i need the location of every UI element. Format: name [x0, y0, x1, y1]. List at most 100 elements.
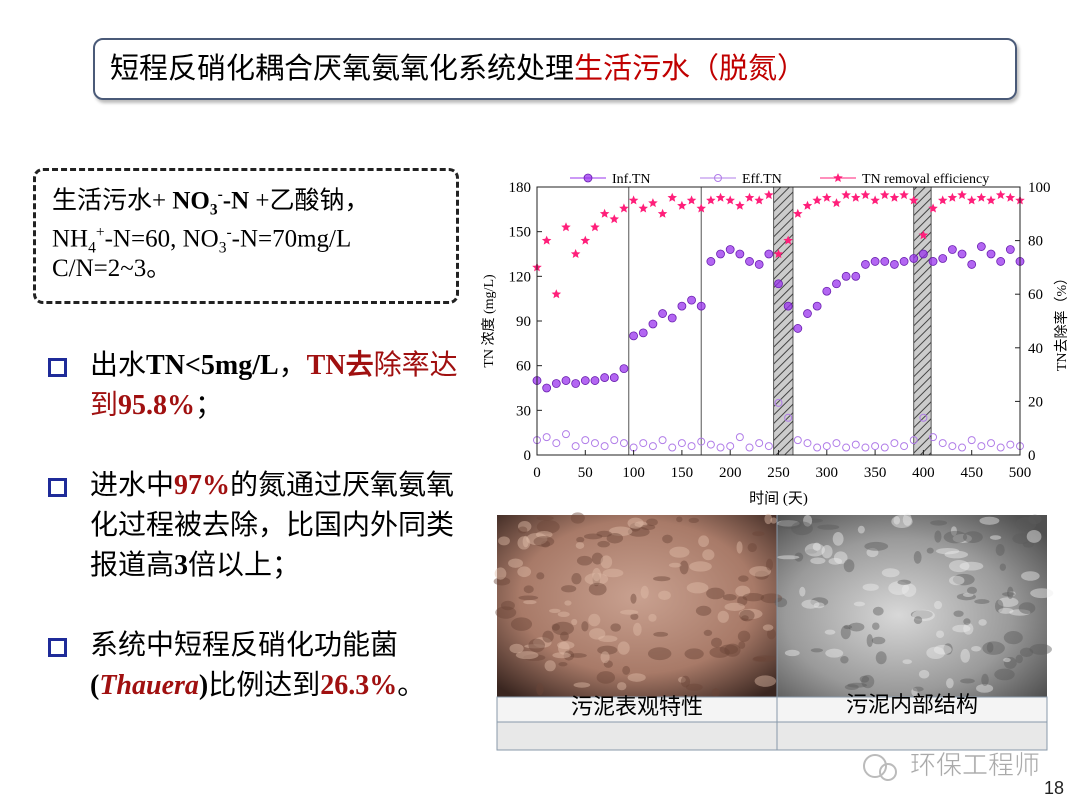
- data-point: [600, 373, 610, 382]
- data-point: [697, 437, 706, 446]
- photo-texture: [571, 573, 582, 585]
- photo-texture: [976, 683, 994, 693]
- data-point: [619, 203, 629, 213]
- photo-texture: [840, 655, 849, 664]
- text-run: ，: [278, 350, 307, 381]
- bullet: 系统中短程反硝化功能菌 (Thauera)比例达到26.3%。: [48, 626, 473, 706]
- x-tick-label: 150: [671, 465, 694, 481]
- text-run: ；: [195, 390, 224, 421]
- data-point: [842, 443, 851, 452]
- photo-texture: [698, 535, 710, 548]
- photo-texture: [678, 676, 686, 683]
- text-run: -N: [222, 187, 250, 215]
- data-point: [996, 257, 1006, 266]
- photo-texture: [608, 526, 633, 537]
- photo-texture: [952, 534, 972, 543]
- photo-texture: [791, 521, 813, 536]
- text-run: C/N=2~3。: [52, 255, 172, 282]
- photo-texture: [872, 622, 880, 630]
- data-point: [764, 442, 773, 451]
- text-run: -N=70mg/L: [231, 225, 352, 253]
- text-run: -: [226, 224, 232, 241]
- photo-texture: [629, 522, 641, 532]
- y2-tick-label: 0: [1028, 448, 1036, 464]
- data-point: [745, 443, 754, 452]
- photo-texture: [736, 541, 743, 554]
- photo-texture: [1019, 647, 1034, 658]
- photo-texture: [563, 650, 575, 661]
- data-point: [967, 436, 976, 445]
- photo-texture: [541, 540, 551, 548]
- data-point: [590, 222, 600, 232]
- photo-texture: [749, 566, 772, 577]
- photo-texture: [494, 567, 507, 580]
- data-point: [725, 195, 735, 205]
- bullet-text: 出水TN<5mg/L，TN去除率达到95.8%；: [90, 346, 473, 426]
- wechat-icon: [879, 763, 897, 781]
- text-run: 。: [397, 670, 426, 701]
- photo-texture: [1015, 654, 1023, 664]
- data-point: [706, 257, 716, 266]
- photo-texture: [515, 651, 539, 660]
- photo-texture: [517, 536, 531, 550]
- photo-texture: [994, 668, 1015, 681]
- text-run: NO: [172, 187, 210, 215]
- photo-texture: [1003, 657, 1011, 663]
- photo-texture: [630, 613, 639, 620]
- data-point: [570, 249, 581, 258]
- data-point: [686, 195, 697, 205]
- photo-texture: [552, 621, 574, 636]
- photo-texture: [679, 560, 689, 575]
- photo-texture: [960, 648, 971, 663]
- photo-texture: [522, 535, 529, 548]
- photo-texture: [817, 524, 840, 530]
- data-point: [696, 203, 706, 213]
- data-point: [832, 439, 841, 448]
- photo-texture: [557, 641, 575, 650]
- photo-texture: [821, 544, 833, 559]
- photo-texture: [686, 582, 709, 594]
- photo-texture: [1022, 541, 1035, 548]
- data-point: [987, 439, 996, 448]
- y-tick-label: 150: [509, 225, 532, 241]
- data-point: [880, 443, 889, 452]
- photo-texture: [596, 671, 616, 684]
- photo-texture: [774, 597, 788, 608]
- data-point: [966, 195, 977, 205]
- data-point: [764, 249, 774, 259]
- photo-texture: [600, 651, 610, 664]
- data-point: [599, 208, 610, 218]
- data-point: [580, 376, 590, 385]
- data-point: [639, 439, 648, 448]
- data-point: [726, 442, 735, 451]
- text-run: 4: [88, 239, 96, 257]
- watermark: 环保工程师: [910, 751, 1040, 781]
- data-point: [802, 200, 813, 210]
- data-point: [638, 203, 648, 213]
- data-point: [958, 443, 967, 452]
- photo-texture: [684, 648, 704, 660]
- photo-texture: [526, 532, 548, 546]
- photo-texture: [517, 566, 532, 578]
- text-run: 出水: [90, 350, 147, 381]
- photo-texture: [1003, 656, 1017, 669]
- data-point: [947, 192, 958, 202]
- data-point: [861, 443, 870, 452]
- photo-texture: [881, 568, 900, 578]
- photo-texture: [1002, 592, 1015, 597]
- photo-texture: [596, 530, 612, 538]
- photo-texture: [523, 600, 537, 605]
- data-point: [909, 436, 918, 445]
- photo-texture: [810, 557, 826, 565]
- photo-texture: [794, 552, 804, 562]
- photo-texture: [559, 631, 569, 642]
- data-point: [735, 249, 745, 259]
- data-point: [754, 195, 764, 205]
- data-point: [764, 190, 774, 200]
- photo-texture: [524, 644, 546, 649]
- data-point: [561, 430, 570, 439]
- data-point: [725, 245, 735, 254]
- photo-texture: [862, 583, 879, 591]
- photo-texture: [617, 682, 627, 691]
- data-point: [744, 192, 755, 202]
